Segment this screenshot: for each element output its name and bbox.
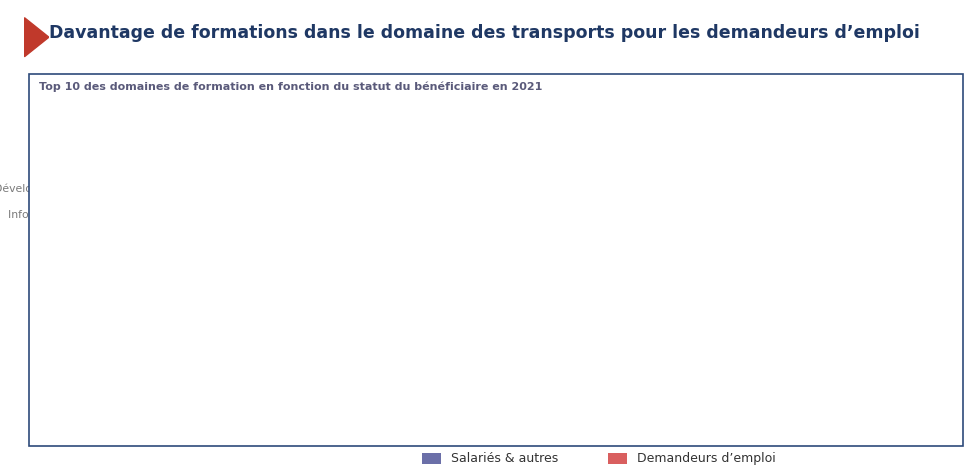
Bar [239, 337, 285, 345]
Text: Top 10 des domaines de formation en fonction du statut du bénéficiaire en 2021: Top 10 des domaines de formation en fonc… [39, 81, 542, 92]
Bar [239, 232, 332, 240]
Bar [239, 364, 285, 372]
Bar [239, 153, 506, 161]
Legend: Salariés & autres, Demandeurs d’emploi: Salariés & autres, Demandeurs d’emploi [417, 447, 780, 465]
Text: Davantage de formations dans le domaine des transports pour les demandeurs d’emp: Davantage de formations dans le domaine … [49, 24, 918, 41]
Bar [239, 258, 320, 266]
Polygon shape [24, 18, 49, 57]
Bar [239, 285, 314, 293]
Bar [239, 161, 749, 170]
Bar [239, 206, 483, 214]
Bar [239, 372, 270, 380]
Bar [239, 319, 275, 328]
Bar [239, 126, 934, 135]
Bar [239, 311, 285, 319]
Bar [239, 266, 290, 275]
Bar [239, 240, 285, 249]
Bar [239, 214, 587, 222]
Bar [239, 293, 275, 301]
Bar [239, 179, 540, 188]
Bar [239, 135, 726, 143]
Bar [239, 345, 270, 354]
Bar [239, 188, 621, 196]
